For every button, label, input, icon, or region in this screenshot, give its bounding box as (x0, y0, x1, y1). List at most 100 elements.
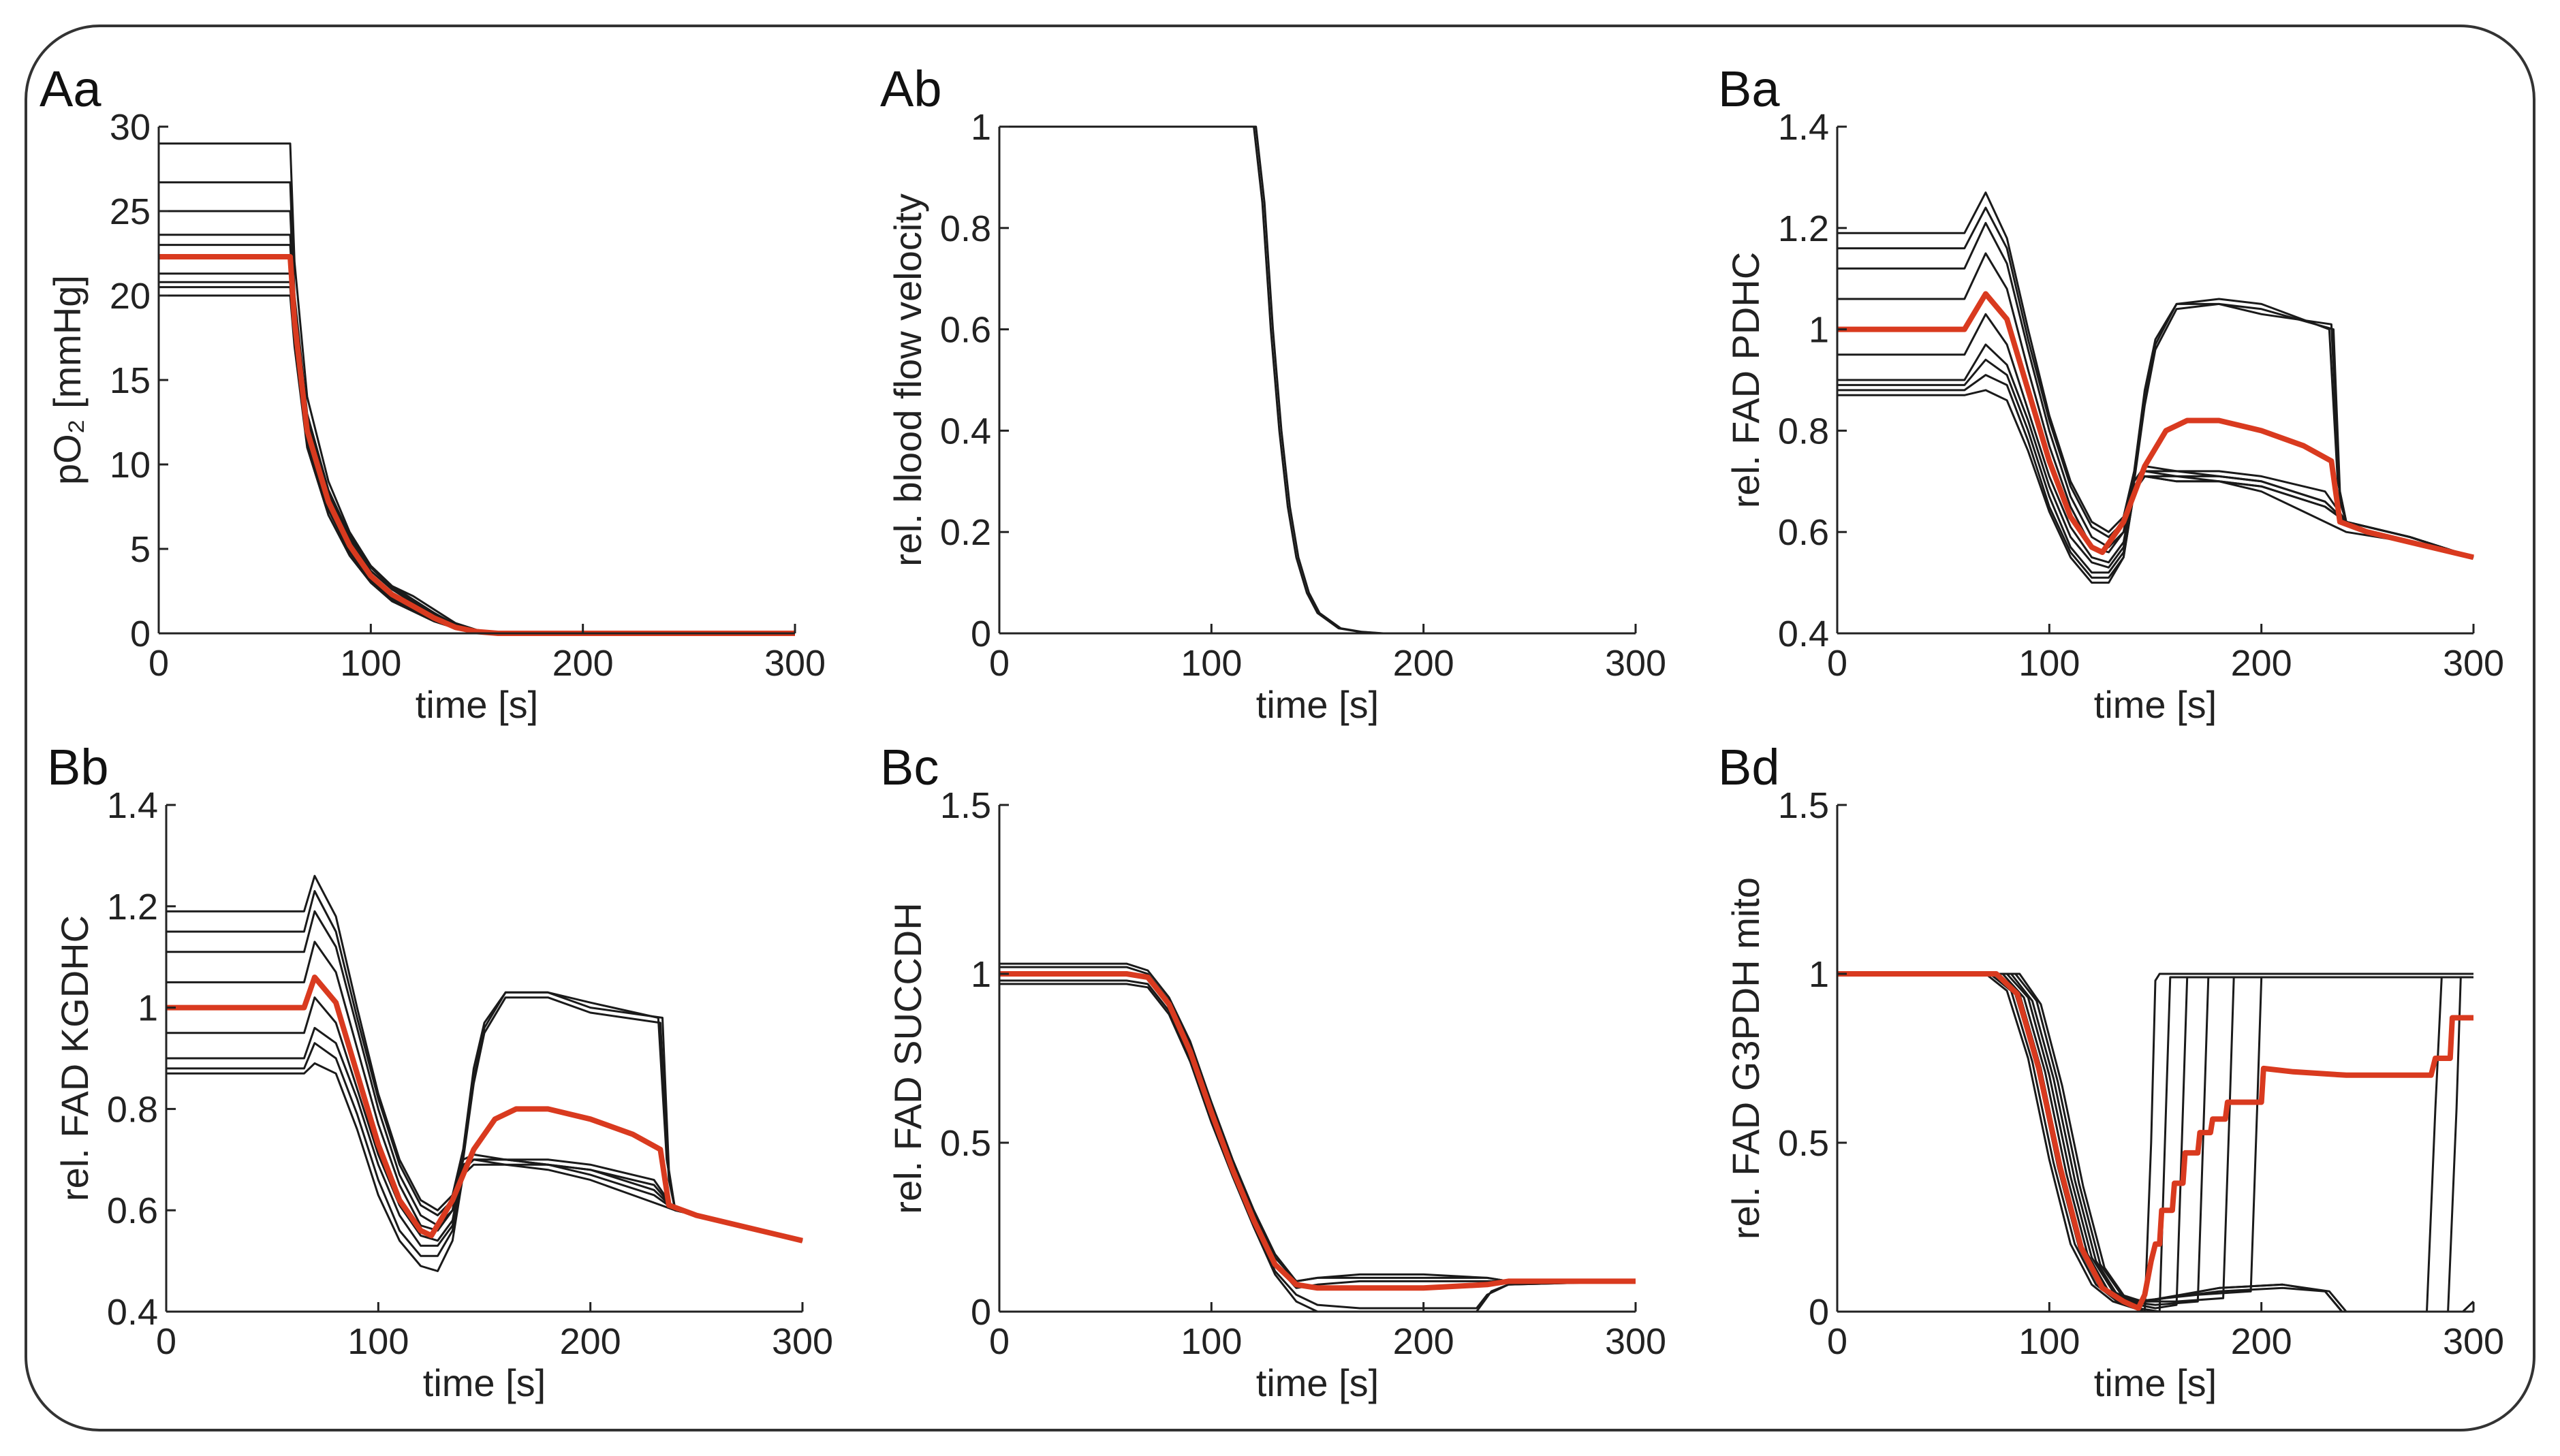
gray-series-line (999, 983, 1636, 1313)
gray-series-line (1837, 206, 2474, 558)
gray-series-line (159, 244, 795, 635)
panel-label: Aa (40, 61, 102, 117)
y-tick-label: 30 (110, 107, 151, 148)
gray-series-line (999, 979, 1636, 1310)
y-tick-label: 1 (1809, 310, 1829, 351)
x-axis-label: time [s] (416, 683, 538, 726)
figure-frame (25, 25, 2535, 1431)
gray-series-line (166, 910, 803, 1242)
gray-series-line (1837, 972, 2473, 1313)
red-series-line (166, 975, 803, 1244)
y-tick-label: 0.2 (940, 512, 991, 553)
y-tick-label: 1.4 (107, 785, 158, 826)
y-axis-label: pO₂ [mmHg] (46, 275, 89, 485)
x-tick-label: 0 (1827, 643, 1847, 684)
panel-bb: Bb 0 100 200 300 0.4 0.6 0.8 1 1.2 1.4 time [s] rel.… (47, 739, 833, 1404)
gray-series-line (999, 125, 1636, 635)
x-tick-label: 100 (347, 1321, 409, 1362)
gray-series-line (999, 972, 1636, 1289)
x-tick-label: 300 (764, 643, 826, 684)
x-tick-label: 300 (1605, 643, 1666, 684)
gray-series-line (159, 286, 795, 635)
y-tick-label: 0.6 (940, 310, 991, 351)
x-tick-label: 100 (340, 643, 401, 684)
y-tick-label: 0 (1809, 1292, 1829, 1333)
panel-label: Ba (1718, 61, 1780, 117)
red-series-line (1837, 971, 2473, 1311)
gray-series-line (159, 281, 795, 635)
y-tick-label: 0.8 (940, 208, 991, 249)
y-tick-label: 15 (110, 360, 151, 401)
x-tick-label: 0 (989, 643, 1010, 684)
y-tick-label: 1.2 (1778, 208, 1829, 249)
gray-series-line (1837, 972, 2473, 1313)
x-tick-label: 200 (1393, 643, 1454, 684)
x-tick-label: 100 (2018, 643, 2080, 684)
x-tick-label: 200 (2231, 643, 2292, 684)
y-tick-label: 1.2 (107, 887, 158, 928)
y-axis-label: rel. FAD G3PDH mito (1724, 877, 1767, 1239)
y-tick-label: 5 (130, 529, 151, 570)
gray-series-line (1837, 972, 2473, 1313)
gray-series-line (159, 181, 795, 635)
x-tick-label: 100 (1181, 643, 1242, 684)
gray-series-line (999, 125, 1636, 635)
y-tick-label: 0.4 (1778, 614, 1829, 654)
panel-label: Ab (880, 61, 942, 117)
y-tick-label: 1 (1809, 954, 1829, 995)
gray-series-line (1837, 191, 2474, 558)
x-tick-label: 200 (552, 643, 614, 684)
red-series-line (1837, 291, 2474, 560)
panel-label: Bb (47, 739, 109, 795)
y-axis-label: rel. FAD PDHC (1724, 252, 1767, 509)
gray-series-line (1837, 972, 2473, 1310)
y-tick-label: 1.4 (1778, 107, 1829, 148)
x-tick-label: 300 (2443, 643, 2504, 684)
gray-series-line (166, 1062, 803, 1272)
gray-series-line (159, 234, 795, 635)
y-tick-label: 1 (971, 107, 991, 148)
gray-series-line (1837, 972, 2473, 1313)
gray-series-line (159, 272, 795, 635)
y-tick-label: 1.5 (940, 785, 991, 826)
panel-aa: Aa 0 100 200 300 0 5 10 15 20 25 30 time [s] pO₂ [mmH… (40, 61, 826, 726)
y-tick-label: 0 (971, 614, 991, 654)
x-tick-label: 0 (156, 1321, 176, 1362)
gray-series-line (166, 940, 803, 1242)
x-tick-label: 0 (1827, 1321, 1847, 1362)
x-axis-label: time [s] (2094, 1361, 2217, 1404)
panel-ab: Ab 0 100 200 300 0 0.2 0.4 0.6 0.8 1 time [s] rel. b… (880, 61, 1666, 726)
y-tick-label: 0.8 (1778, 411, 1829, 452)
gray-series-line (1837, 389, 2474, 584)
gray-series-line (166, 1042, 803, 1257)
y-tick-label: 20 (110, 276, 151, 317)
gray-series-line (999, 966, 1636, 1282)
y-tick-label: 0.4 (940, 411, 991, 452)
x-tick-label: 0 (149, 643, 169, 684)
y-tick-label: 0.6 (107, 1190, 158, 1231)
panel-label: Bd (1718, 739, 1780, 795)
gray-series-line (159, 294, 795, 635)
x-axis-label: time [s] (1256, 1361, 1379, 1404)
y-tick-label: 1.5 (1778, 785, 1829, 826)
x-tick-label: 100 (2018, 1321, 2080, 1362)
panel-bd: Bd 0 100 200 300 0 0.5 1 1.5 time [s] rel. FAD G3P… (1718, 739, 2504, 1404)
gray-series-line (1837, 358, 2474, 574)
y-tick-label: 1 (971, 954, 991, 995)
panel-ba: Ba 0 100 200 300 0.4 0.6 0.8 1 1.2 1.4 time [s] rel.… (1718, 61, 2504, 726)
gray-series-line (166, 890, 803, 1242)
y-tick-label: 0 (971, 1292, 991, 1333)
gray-series-line (1837, 252, 2474, 558)
x-axis-label: time [s] (1256, 683, 1379, 726)
x-tick-label: 200 (1393, 1321, 1454, 1362)
x-tick-label: 0 (989, 1321, 1010, 1362)
y-tick-label: 0.8 (107, 1089, 158, 1130)
y-axis-label: rel. FAD SUCCDH (886, 902, 929, 1214)
y-tick-label: 1 (138, 988, 158, 1029)
x-tick-label: 300 (772, 1321, 833, 1362)
gray-series-line (1837, 972, 2473, 1303)
panel-bc: Bc 0 100 200 300 0 0.5 1 1.5 time [s] rel. FAD SUC… (880, 739, 1666, 1404)
x-tick-label: 200 (560, 1321, 621, 1362)
y-tick-label: 0.5 (1778, 1123, 1829, 1164)
y-tick-label: 25 (110, 191, 151, 232)
